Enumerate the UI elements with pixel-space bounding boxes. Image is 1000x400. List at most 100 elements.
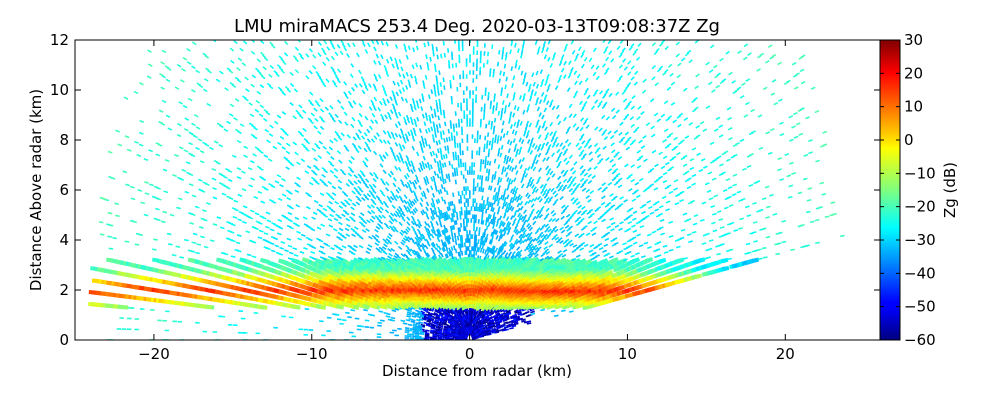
radar-gate: [747, 52, 752, 56]
radar-gate: [592, 226, 598, 231]
radar-gate: [430, 185, 434, 191]
radar-gate: [425, 54, 428, 59]
radar-gate: [686, 177, 692, 181]
radar-gate: [618, 64, 623, 69]
radar-gate: [549, 63, 553, 68]
radar-gate: [450, 99, 453, 105]
radar-gate: [633, 81, 639, 86]
radar-gate: [398, 205, 403, 211]
radar-gate: [346, 53, 350, 58]
radar-gate: [481, 195, 484, 201]
radar-gate: [486, 140, 489, 145]
radar-gate: [770, 92, 776, 96]
radar-gate: [587, 173, 593, 178]
radar-gate: [707, 81, 713, 86]
radar-gate: [368, 125, 373, 131]
radar-gate: [654, 208, 660, 212]
radar-gate: [564, 238, 570, 243]
radar-gate: [618, 75, 623, 80]
radar-gate: [532, 166, 537, 172]
radar-gate: [317, 52, 322, 57]
radar-gate: [395, 61, 399, 67]
radar-gate: [675, 53, 680, 58]
radar-gate: [386, 130, 391, 136]
radar-gate: [618, 131, 623, 136]
radar-gate: [419, 202, 424, 208]
radar-gate: [530, 312, 536, 316]
radar-gate: [624, 131, 630, 136]
radar-gate: [819, 181, 825, 185]
radar-gate: [484, 155, 488, 161]
radar-gate: [440, 171, 444, 177]
radar-gate: [424, 112, 428, 118]
radar-gate: [486, 197, 489, 202]
radar-gate: [503, 108, 507, 114]
radar-gate: [788, 184, 794, 188]
radar-gate: [457, 231, 461, 237]
radar-gate: [438, 98, 441, 104]
radar-gate: [528, 122, 532, 128]
radar-gate: [579, 126, 584, 132]
radar-gate: [821, 192, 827, 196]
radar-gate: [665, 200, 671, 204]
radar-gate: [741, 82, 746, 87]
radar-gate: [627, 71, 632, 76]
radar-gate: [526, 320, 532, 323]
radar-gate: [631, 224, 636, 228]
radar-gate: [426, 62, 429, 67]
radar-gate: [442, 246, 446, 252]
radar-gate: [590, 105, 596, 110]
radar-gate: [491, 245, 495, 251]
radar-gate: [577, 210, 582, 215]
radar-gate: [412, 208, 417, 214]
radar-gate: [650, 133, 656, 138]
radar-gate: [502, 192, 506, 197]
radar-gate: [510, 179, 514, 185]
radar-gate: [441, 163, 445, 168]
radar-gate: [536, 49, 540, 55]
radar-gate: [404, 47, 408, 53]
radar-gate: [654, 163, 659, 168]
radar-gate: [513, 218, 517, 223]
radar-gate: [419, 64, 423, 70]
radar-gate: [530, 203, 535, 208]
radar-gate: [658, 205, 664, 209]
radar-gate: [343, 91, 348, 96]
radar-gate: [498, 228, 503, 234]
radar-gate: [456, 215, 459, 221]
radar-gate: [382, 154, 387, 160]
radar-gate: [595, 75, 600, 81]
radar-gate: [541, 142, 546, 148]
radar-gate: [510, 234, 515, 240]
radar-gate: [568, 310, 574, 313]
radar-gate: [509, 327, 514, 330]
radar-gate: [575, 142, 580, 147]
radar-gate: [728, 137, 733, 141]
radar-gate: [361, 135, 366, 140]
radar-gate: [694, 106, 699, 111]
radar-gate: [487, 246, 491, 252]
radar-gate: [377, 60, 382, 66]
radar-gate: [424, 180, 428, 186]
radar-gate: [457, 191, 460, 196]
radar-gate: [779, 178, 784, 182]
radar-gate: [583, 101, 588, 106]
radar-gate: [440, 213, 444, 219]
radar-gate: [442, 154, 446, 160]
radar-gate: [478, 227, 481, 232]
radar-gate: [352, 136, 357, 141]
radar-gate: [771, 53, 777, 58]
radar-gate: [509, 196, 514, 202]
radar-gate: [441, 175, 445, 181]
radar-gate: [840, 234, 845, 238]
radar-gate: [510, 158, 514, 164]
radar-gate: [502, 226, 506, 232]
radar-gate: [550, 209, 555, 215]
radar-gate: [457, 227, 460, 233]
radar-gate: [435, 140, 439, 146]
radar-gate: [305, 75, 310, 80]
radar-gate: [461, 242, 464, 248]
radar-gate: [542, 40, 547, 46]
radar-gate: [508, 165, 513, 171]
radar-gate: [499, 70, 502, 76]
